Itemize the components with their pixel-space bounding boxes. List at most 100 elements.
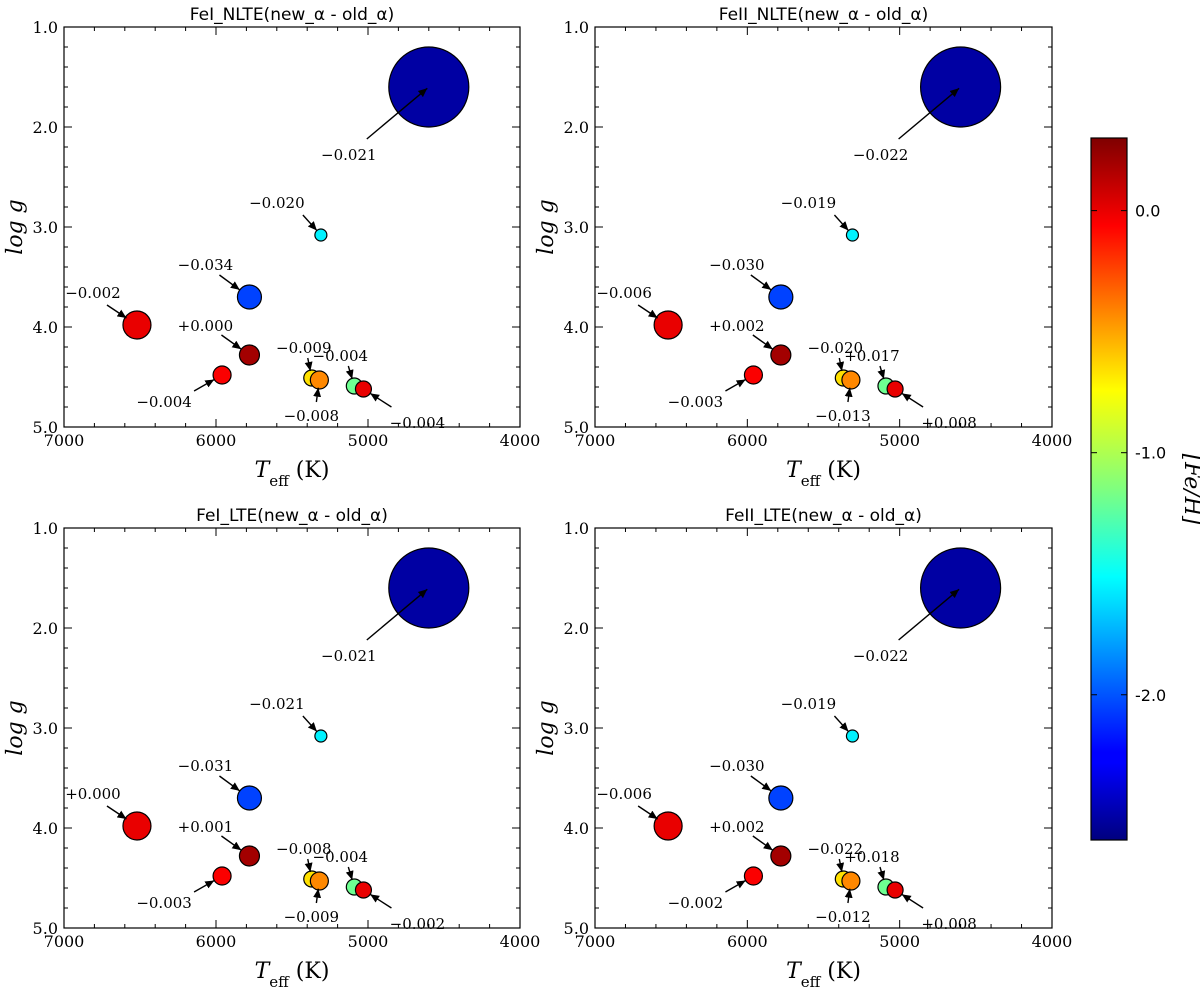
x-tick-label: 6000 — [727, 932, 768, 951]
star-marker — [743, 365, 764, 385]
annotation-arrow — [219, 274, 241, 291]
scatter-panel: FeI_NLTE(new_α - old_α) 7000 6000 5000 4000 1… — [3, 5, 540, 490]
annotation-label: −0.022 — [808, 840, 864, 858]
annotation-arrow — [304, 357, 313, 372]
annotation-arrow — [901, 392, 924, 408]
x-tick-label: 5000 — [348, 431, 389, 450]
scatter-panel: FeI_LTE(new_α - old_α) 7000 6000 5000 4000 1.… — [3, 506, 540, 989]
star-marker — [841, 370, 861, 390]
y-tick-label: 1.0 — [33, 18, 58, 37]
x-tick-label: 5000 — [348, 932, 389, 951]
star-marker — [653, 811, 683, 841]
annotation-arrow — [345, 365, 354, 380]
star-marker — [388, 46, 470, 128]
scatter-panel: FeII_LTE(new_α - old_α) 7000 6000 5000 4000 1… — [534, 506, 1072, 989]
y-tick-label: 1.0 — [33, 519, 58, 538]
annotation-label: −0.004 — [390, 414, 446, 432]
annotation-label: −0.002 — [390, 915, 446, 933]
annotation-label: −0.020 — [249, 194, 305, 212]
star-marker — [309, 871, 329, 891]
y-axis-label: log g — [3, 199, 28, 254]
panels-layer: FeI_NLTE(new_α - old_α) 7000 6000 5000 4000 1… — [3, 5, 1072, 989]
annotation-arrow — [898, 87, 960, 140]
annotation-label: −0.008 — [276, 840, 332, 858]
star-marker — [768, 785, 794, 811]
annotation-arrow — [345, 866, 354, 881]
colorbar-gradient — [1090, 137, 1128, 841]
annotation-label: −0.019 — [781, 695, 837, 713]
colorbar-tick-label: -2.0 — [1135, 686, 1166, 705]
y-tick-label: 5.0 — [33, 919, 58, 938]
x-tick-label: 6000 — [727, 431, 768, 450]
x-tick-label: 4000 — [500, 932, 541, 951]
annotation-label: −0.021 — [249, 695, 305, 713]
annotation-label: −0.012 — [815, 908, 871, 926]
y-tick-label: 5.0 — [33, 418, 58, 437]
colorbar-tick-label: -1.0 — [1135, 444, 1166, 463]
colorbar-label: [Fe/H] — [1179, 454, 1200, 525]
x-tick-label: 5000 — [879, 431, 920, 450]
y-tick-label: 1.0 — [564, 519, 589, 538]
annotation-label: −0.022 — [853, 146, 909, 164]
star-marker — [841, 871, 861, 891]
panel-title: FeI_NLTE(new_α - old_α) — [190, 5, 394, 25]
x-tick-label: 7000 — [575, 932, 616, 951]
y-tick-label: 4.0 — [33, 318, 58, 337]
annotation-label: −0.020 — [808, 339, 864, 357]
colorbar-tick-label: 0.0 — [1135, 202, 1160, 221]
annotation-arrow — [366, 588, 428, 641]
annotation-arrow — [637, 304, 659, 319]
y-tick-label: 3.0 — [564, 218, 589, 237]
annotation-arrow — [844, 888, 853, 904]
annotation-arrow — [725, 879, 746, 893]
scatter-panel: FeII_NLTE(new_α - old_α) 7000 6000 5000 4000… — [534, 5, 1072, 490]
annotation-label: −0.002 — [65, 284, 121, 302]
annotation-arrow — [369, 893, 392, 909]
annotation-label: −0.013 — [815, 407, 871, 425]
annotation-arrow — [106, 304, 127, 319]
x-tick-label: 6000 — [196, 431, 237, 450]
star-marker — [743, 866, 764, 886]
star-marker — [388, 547, 470, 629]
panel-title: FeII_NLTE(new_α - old_α) — [719, 5, 928, 25]
annotation-label: −0.004 — [136, 393, 192, 411]
star-marker — [919, 547, 1002, 629]
y-tick-label: 3.0 — [33, 218, 58, 237]
annotation-arrow — [106, 805, 127, 820]
y-tick-label: 3.0 — [564, 719, 589, 738]
star-marker — [212, 866, 232, 886]
x-tick-label: 4000 — [1032, 431, 1073, 450]
star-marker — [236, 785, 263, 811]
annotation-arrow — [304, 858, 313, 873]
y-tick-label: 5.0 — [564, 919, 589, 938]
star-marker — [122, 310, 152, 340]
annotation-arrow — [877, 866, 886, 881]
x-tick-label: 4000 — [500, 431, 541, 450]
annotation-label: −0.003 — [136, 894, 192, 912]
y-axis-label: log g — [3, 700, 28, 755]
annotation-arrow — [833, 214, 849, 232]
y-tick-label: 4.0 — [33, 819, 58, 838]
annotation-arrow — [221, 334, 242, 350]
annotation-label: −0.019 — [781, 194, 837, 212]
annotation-label: −0.021 — [321, 647, 377, 665]
annotation-arrow — [302, 214, 318, 232]
annotation-label: −0.031 — [178, 757, 234, 775]
annotation-arrow — [313, 888, 322, 904]
annotation-arrow — [221, 835, 242, 851]
annotation-label: −0.004 — [313, 848, 369, 866]
annotation-arrow — [302, 715, 318, 733]
annotation-label: +0.002 — [709, 818, 765, 836]
x-tick-label: 7000 — [575, 431, 616, 450]
x-tick-label: 6000 — [196, 932, 237, 951]
annotation-arrow — [369, 392, 392, 408]
annotation-label: −0.030 — [709, 256, 765, 274]
x-axis-label: Teff (K) — [255, 458, 330, 490]
annotation-label: +0.018 — [844, 848, 900, 866]
annotation-label: +0.002 — [709, 317, 765, 335]
annotation-label: −0.022 — [853, 647, 909, 665]
panel-title: FeI_LTE(new_α - old_α) — [196, 506, 388, 526]
y-tick-label: 2.0 — [564, 118, 589, 137]
annotation-label: +0.001 — [178, 818, 234, 836]
